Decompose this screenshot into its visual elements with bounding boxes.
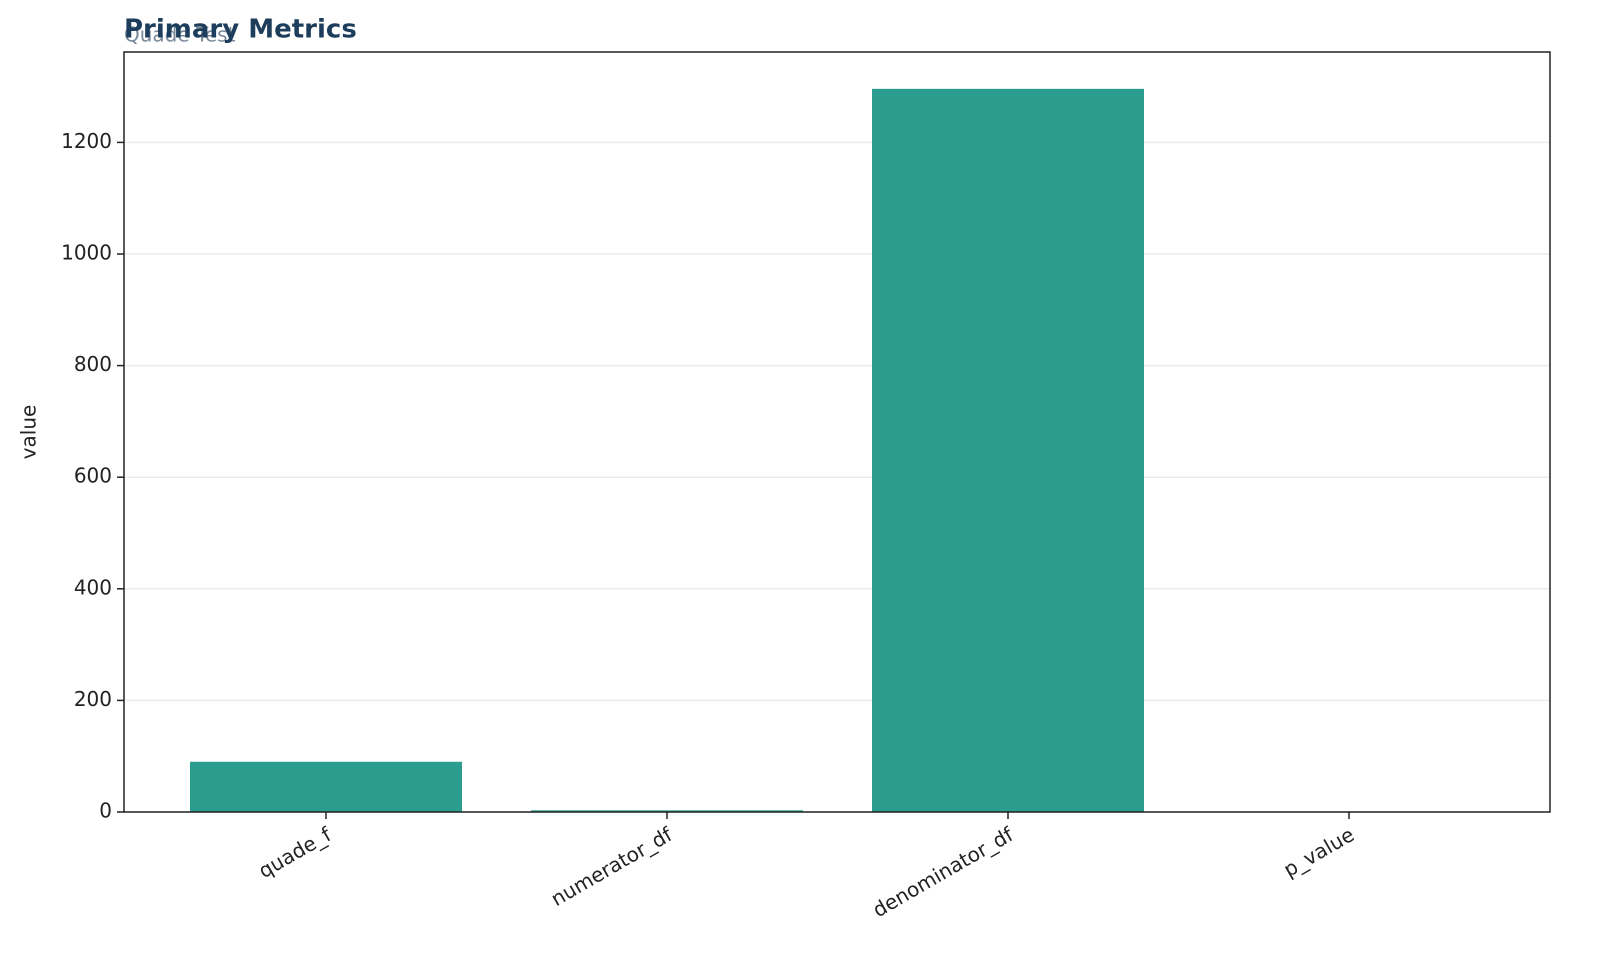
x-tick-label: p_value	[1279, 822, 1358, 881]
chart-title: Primary Metrics	[124, 15, 357, 45]
x-tick-label: denominator_df	[868, 822, 1018, 922]
y-tick-label: 600	[74, 464, 112, 488]
x-tick-label: quade_f	[254, 822, 336, 883]
x-tick-label: numerator_df	[547, 822, 677, 911]
y-tick-label: 400	[74, 575, 112, 599]
y-tick-label: 1000	[61, 240, 112, 264]
y-tick-label: 1200	[61, 129, 112, 153]
y-tick-label: 800	[74, 352, 112, 376]
chart-subtitle: Quade Test	[124, 23, 236, 47]
plot-frame	[123, 51, 1551, 813]
bar	[872, 88, 1144, 813]
bar	[531, 810, 803, 812]
bar	[190, 761, 462, 812]
y-tick-label: 0	[99, 799, 112, 823]
y-axis-label: value	[17, 405, 41, 460]
y-tick-label: 200	[74, 687, 112, 711]
